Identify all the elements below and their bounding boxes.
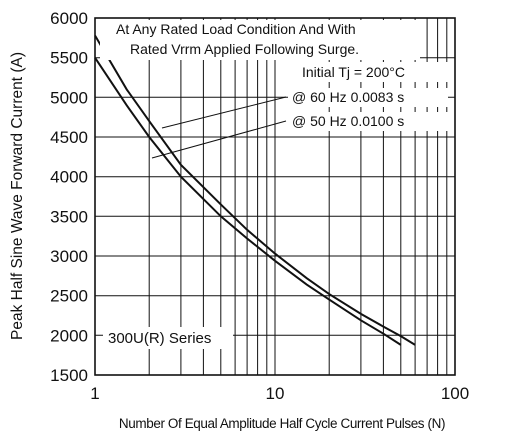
x-tick-labels: 1 10 100 [90, 384, 469, 403]
y-tick-label: 3000 [50, 247, 88, 266]
annotation-line-1: At Any Rated Load Condition And With [116, 21, 356, 37]
y-tick-label: 4500 [50, 128, 88, 147]
x-tick-label: 10 [266, 384, 285, 403]
y-tick-label: 6000 [50, 9, 88, 28]
y-tick-label: 5000 [50, 88, 88, 107]
x-axis-label: Number Of Equal Amplitude Half Cycle Cur… [119, 416, 445, 431]
series-name-background [103, 327, 233, 349]
leader-line-50hz [151, 120, 287, 159]
y-tick-label: 1500 [50, 366, 88, 385]
series-layer [94, 34, 416, 346]
series-label-50hz: @ 50 Hz 0.0100 s [292, 113, 404, 129]
y-tick-labels: 1500 2000 2500 3000 3500 4000 4500 5000 5500 6000 [50, 9, 88, 385]
annotation-tj-background [298, 62, 450, 82]
series-name-label: 300U(R) Series [108, 330, 211, 347]
y-tick-label: 4000 [50, 168, 88, 187]
y-tick-label: 2000 [50, 326, 88, 345]
series-line-60hz [94, 34, 416, 346]
series-line-50hz [94, 57, 402, 346]
label-50hz-background [288, 112, 448, 131]
annotation-line-3: Initial Tj = 200°C [302, 64, 405, 80]
label-60hz-background [288, 88, 448, 107]
x-tick-label: 1 [90, 384, 99, 403]
plot-frame [94, 17, 456, 376]
y-tick-label: 3500 [50, 207, 88, 226]
series-label-60hz: @ 60 Hz 0.0083 s [292, 89, 404, 105]
y-tick-label: 5500 [50, 49, 88, 68]
annotation-line-2: Rated Vrrm Applied Following Surge. [130, 41, 359, 57]
y-axis-label: Peak Half Sine Wave Forward Current (A) [9, 52, 26, 340]
x-tick-label: 100 [441, 384, 469, 403]
leader-line-60hz [161, 96, 287, 129]
annotation-box-background [100, 20, 420, 60]
y-tick-label: 2500 [50, 287, 88, 306]
